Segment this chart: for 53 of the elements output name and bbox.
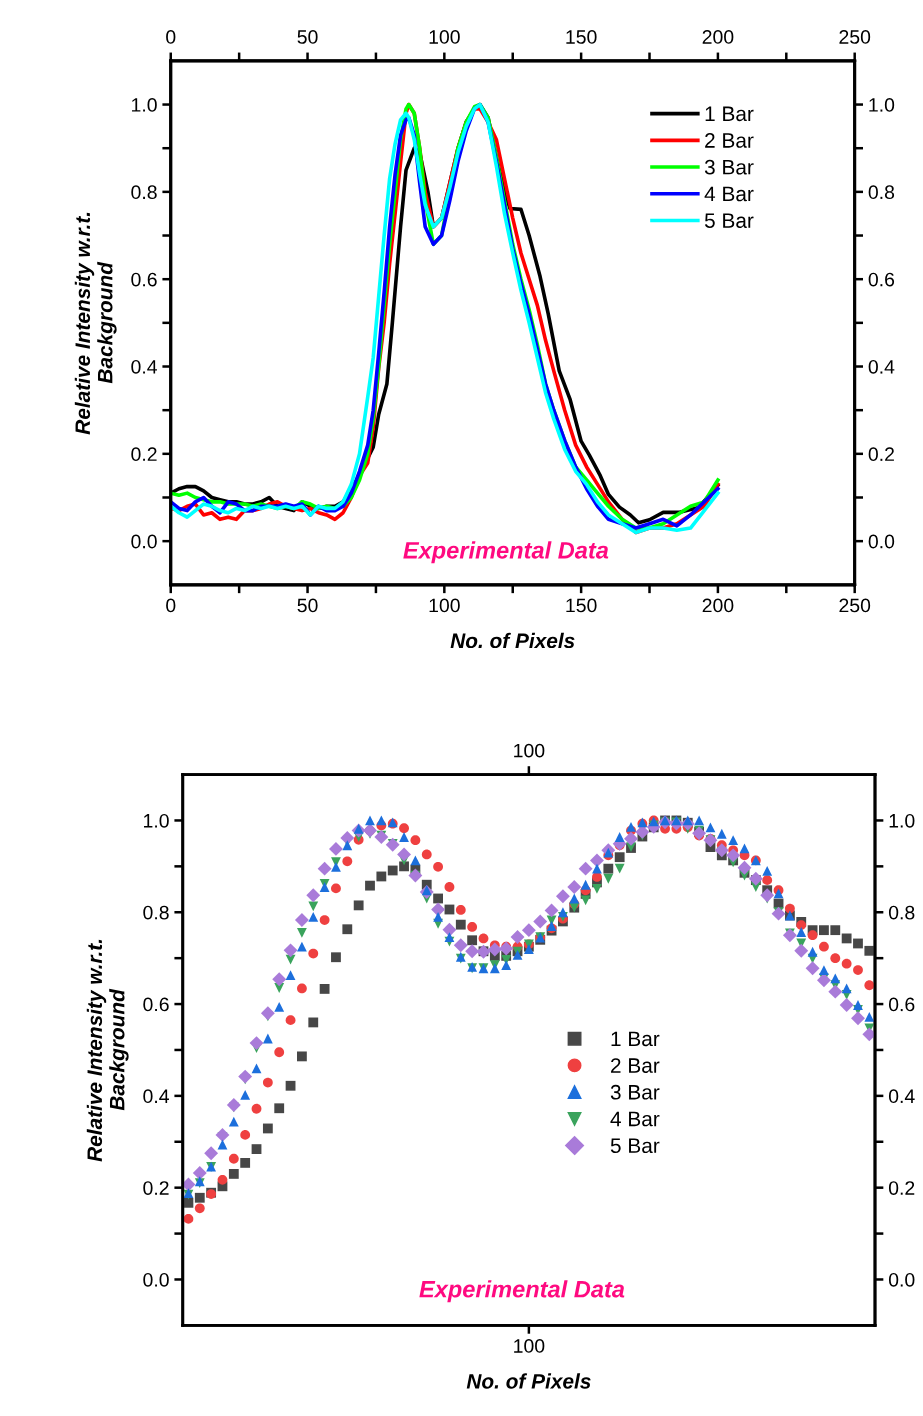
y-axis-title: Relative Intensity w.r.t. Background bbox=[74, 212, 117, 435]
annotation: Experimental Data bbox=[419, 1280, 625, 1303]
y2-tick-label: 0.4 bbox=[888, 1089, 915, 1104]
y2-tick-label: 1.0 bbox=[869, 98, 895, 112]
y-tick-label: 0.0 bbox=[131, 534, 157, 549]
x2-tick-label: 0 bbox=[166, 30, 176, 44]
legend-label: 3 Bar bbox=[704, 159, 754, 175]
legend-label: 2 Bar bbox=[705, 133, 754, 148]
y2-tick-label: 0.8 bbox=[868, 185, 895, 200]
y-tick-label: 0.8 bbox=[143, 905, 169, 920]
x-tick-label: 250 bbox=[839, 598, 871, 613]
x-tick-label: 100 bbox=[429, 598, 460, 613]
y-tick-label: 1.0 bbox=[144, 813, 169, 828]
legend-label: 4 Bar bbox=[704, 186, 754, 202]
y2-tick-label: 0.0 bbox=[888, 1272, 915, 1287]
y2-tick-label: 0.6 bbox=[888, 997, 915, 1012]
legend-label: 2 Bar bbox=[611, 1058, 660, 1073]
y-tick-label: 0.6 bbox=[143, 997, 169, 1012]
x2-tick-label: 100 bbox=[429, 30, 460, 44]
x-tick-label: 150 bbox=[566, 598, 597, 613]
y2-tick-label: 0.4 bbox=[868, 359, 895, 374]
legend-label: 5 Bar bbox=[704, 213, 754, 228]
category-label: 100 bbox=[514, 743, 545, 758]
y2-tick-label: 0.0 bbox=[868, 534, 895, 549]
y2-tick-label: 0.2 bbox=[868, 447, 894, 462]
y-tick-label: 0.8 bbox=[131, 185, 157, 200]
y-tick-label: 0.0 bbox=[143, 1272, 169, 1287]
x2-tick-label: 250 bbox=[839, 30, 871, 44]
x2-tick-label: 200 bbox=[702, 30, 734, 44]
x-axis-title: No. of Pixels bbox=[466, 1373, 591, 1389]
x-tick-label: 50 bbox=[297, 598, 318, 613]
x-tick-label: 0 bbox=[166, 598, 176, 613]
y-tick-label: 1.0 bbox=[132, 98, 157, 112]
legend-label: 1 Bar bbox=[705, 106, 754, 122]
legend-label: 4 Bar bbox=[610, 1111, 660, 1127]
x2-tick-label: 150 bbox=[566, 30, 597, 44]
legend-label: 3 Bar bbox=[610, 1084, 660, 1100]
y2-tick-label: 0.2 bbox=[888, 1181, 915, 1195]
y-tick-label: 0.6 bbox=[131, 272, 157, 287]
x-axis-title: No. of Pixels bbox=[450, 632, 575, 649]
y2-tick-label: 1.0 bbox=[889, 813, 915, 828]
y-tick-label: 0.4 bbox=[143, 1089, 169, 1104]
y-tick-label: 0.4 bbox=[131, 359, 157, 374]
y-axis-title: Relative Intensity w.r.t. Background bbox=[86, 939, 129, 1162]
legend-label: 1 Bar bbox=[611, 1031, 660, 1047]
legend-label: 5 Bar bbox=[610, 1138, 660, 1154]
x2-tick-label: 50 bbox=[297, 30, 318, 44]
y-tick-label: 0.2 bbox=[143, 1181, 169, 1195]
y2-tick-label: 0.8 bbox=[888, 905, 915, 920]
x-tick-label: 200 bbox=[702, 598, 734, 613]
y2-tick-label: 0.6 bbox=[868, 272, 895, 287]
annotation: Experimental Data bbox=[403, 541, 609, 564]
y-tick-label: 0.2 bbox=[131, 447, 157, 462]
